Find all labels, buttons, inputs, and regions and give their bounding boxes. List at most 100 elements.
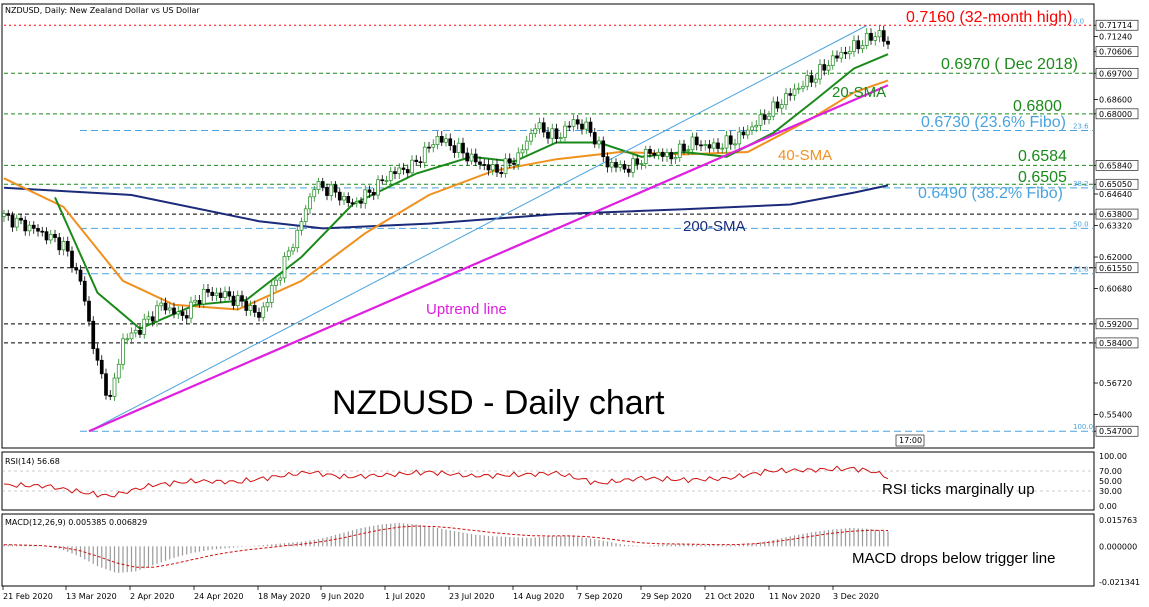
- candle-body: [639, 163, 644, 165]
- candle-body: [877, 30, 882, 38]
- y-tick-label: 0.68000: [1099, 110, 1132, 119]
- candle-body: [65, 241, 70, 252]
- candle-body: [881, 30, 886, 42]
- candle-body: [669, 152, 674, 160]
- candle-body: [405, 169, 410, 174]
- candle-body: [172, 307, 176, 315]
- x-tick-label: 2 Apr 2020: [130, 592, 174, 601]
- candle-body: [354, 201, 359, 204]
- y-tick-label: 0.70606: [1099, 48, 1132, 57]
- candle-body: [265, 302, 270, 308]
- macd-label: MACD(12,26,9) 0.005385 0.006829: [5, 518, 147, 527]
- candle-body: [860, 45, 865, 50]
- y-tick-label: 0.60680: [1099, 285, 1132, 294]
- candle-body: [767, 115, 771, 120]
- candle-body: [244, 300, 249, 311]
- y-tick-label: 0.68600: [1099, 96, 1132, 105]
- candle-body: [507, 158, 512, 164]
- candle-body: [363, 189, 368, 204]
- candle-body: [520, 149, 525, 154]
- candle-body: [14, 217, 19, 228]
- sma200-line: [3, 184, 889, 230]
- candle-body: [690, 136, 695, 151]
- candle-body: [155, 305, 159, 322]
- chart-header: NZDUSD, Daily: New Zealand Dollar vs US …: [5, 6, 200, 15]
- candle-body: [299, 221, 304, 231]
- candle-body: [397, 167, 402, 175]
- level-label-3: 0.6730 (23.6% Fibo): [921, 114, 1066, 131]
- candle-body: [533, 128, 538, 134]
- time-box-label: 17:00: [899, 436, 922, 445]
- y-price-box: [1095, 318, 1139, 330]
- candle-body: [856, 40, 861, 50]
- candle-body: [673, 157, 678, 160]
- candle-body: [869, 32, 873, 41]
- level-label-5: 0.6505: [1018, 169, 1067, 186]
- candle-body: [524, 140, 529, 151]
- candle-body: [180, 311, 185, 316]
- candle-body: [206, 288, 210, 293]
- candle-body: [320, 181, 325, 188]
- candle-body: [312, 189, 317, 198]
- x-tick-label: 11 Nov 2020: [769, 592, 820, 601]
- rsi-tick-label: 0.00: [1099, 502, 1117, 511]
- y-price-box: [1095, 108, 1139, 120]
- candle-body: [720, 147, 725, 150]
- candle-body: [809, 75, 814, 83]
- candle-body: [830, 55, 835, 66]
- candle-body: [231, 295, 236, 306]
- candle-body: [248, 305, 253, 311]
- candle-body: [303, 208, 308, 222]
- candle-body: [469, 153, 474, 162]
- y-price-box: [1095, 160, 1139, 171]
- candle-body: [61, 241, 66, 251]
- fibo-tag-2: 38.2: [1073, 180, 1089, 188]
- x-tick-label: 18 May 2020: [258, 592, 310, 601]
- candle-body: [57, 237, 62, 251]
- fibo-tag-1: 23.6: [1073, 123, 1089, 131]
- candle-body: [754, 124, 759, 128]
- y-tick-label: 0.59200: [1099, 320, 1132, 329]
- candle-body: [733, 143, 737, 146]
- rsi-line: [3, 465, 889, 498]
- candle-body: [184, 315, 189, 319]
- candle-body: [588, 121, 593, 133]
- candle-body: [282, 256, 287, 279]
- level-label-2: 0.6800: [1013, 98, 1062, 115]
- candle-body: [554, 128, 559, 139]
- candle-body: [129, 332, 134, 340]
- candle-body: [682, 143, 686, 152]
- candle-body: [512, 162, 516, 165]
- candle-body: [805, 75, 810, 87]
- candle-body: [711, 142, 716, 149]
- candle-body: [847, 51, 852, 55]
- candle-body: [70, 250, 74, 269]
- candle-body: [652, 152, 657, 156]
- candle-body: [189, 301, 193, 319]
- uptrend-label: Uptrend line: [426, 301, 507, 318]
- candle-body: [686, 149, 691, 152]
- candle-body: [95, 348, 100, 361]
- candle-body: [427, 146, 431, 149]
- sma200-label: 200-SMA: [683, 218, 746, 235]
- x-tick-label: 3 Dec 2020: [833, 592, 879, 601]
- candle-body: [499, 171, 504, 174]
- y-tick-label: 0.63320: [1099, 222, 1132, 231]
- candle-body: [176, 311, 181, 315]
- candle-body: [516, 152, 521, 165]
- candle-body: [745, 129, 750, 136]
- x-tick-label: 29 Sep 2020: [641, 592, 692, 601]
- candle-body: [31, 224, 36, 229]
- candle-body: [410, 159, 414, 174]
- rsi-panel: [1, 451, 1095, 511]
- candle-body: [605, 156, 610, 168]
- candle-body: [852, 40, 856, 52]
- macd-panel: [1, 513, 1095, 587]
- candle-body: [801, 85, 805, 89]
- candle-body: [465, 152, 470, 162]
- fibo-tag-0: 0.0: [1073, 17, 1084, 25]
- x-tick-label: 13 Mar 2020: [66, 592, 117, 601]
- candle-body: [788, 93, 793, 96]
- candle-body: [418, 161, 423, 164]
- candle-body: [818, 64, 822, 80]
